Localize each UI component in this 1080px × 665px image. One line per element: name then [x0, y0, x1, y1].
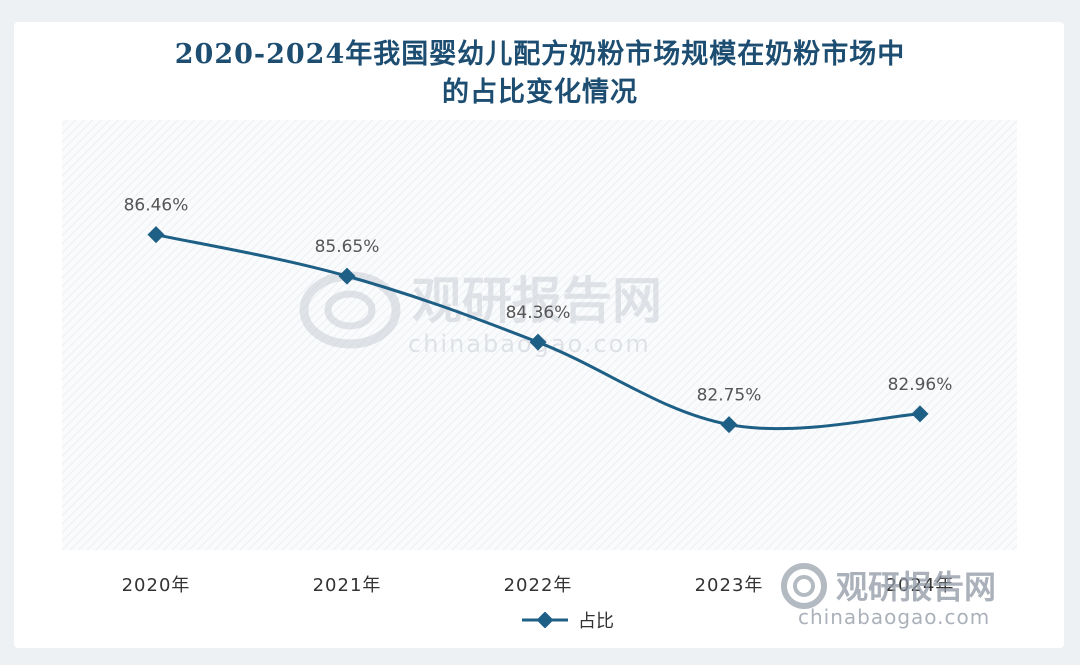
data-label-1: 85.65%: [315, 237, 380, 257]
watermark-cn: 观研报告网: [412, 272, 662, 330]
x-tick-2021: 2021年: [312, 575, 382, 596]
chart-title: 2020-2024年我国婴幼儿配方奶粉市场规模在奶粉市场中 的占比变化情况: [0, 36, 1080, 112]
chart-title-line1: 2020-2024年我国婴幼儿配方奶粉市场规模在奶粉市场中: [174, 39, 906, 70]
data-label-2: 84.36%: [506, 303, 571, 323]
legend: 占比: [520, 606, 614, 634]
x-tick-2020: 2020年: [121, 575, 191, 596]
data-point-0: [147, 226, 165, 244]
x-tick-2023: 2023年: [694, 575, 764, 596]
series-占比: 86.46% 85.65% 84.36% 82.75% 82.96%: [124, 196, 953, 434]
data-label-3: 82.75%: [697, 386, 762, 406]
watermark-corner: 观研报告网 chinabaogao.com: [781, 563, 996, 629]
data-label-4: 82.96%: [888, 375, 953, 395]
watermark-center: 观研报告网 chinabaogao.com: [299, 271, 662, 358]
watermark-corner-en: chinabaogao.com: [798, 605, 990, 629]
plot-background: [62, 120, 1017, 550]
watermark-corner-cn: 观研报告网: [836, 568, 996, 606]
data-point-4: [911, 405, 929, 423]
chart-title-line2: 的占比变化情况: [442, 77, 638, 108]
x-tick-2022: 2022年: [503, 575, 573, 596]
legend-line-marker-icon: [522, 612, 568, 628]
x-tick-2024: 2024年: [885, 575, 955, 596]
watermark-en: chinabaogao.com: [408, 330, 651, 358]
data-point-3: [720, 416, 738, 434]
data-label-0: 86.46%: [124, 196, 189, 216]
legend-label: 占比: [578, 611, 614, 632]
data-point-2: [529, 333, 547, 351]
watermark-corner-logo-icon: [781, 563, 827, 609]
data-point-1: [338, 267, 356, 285]
